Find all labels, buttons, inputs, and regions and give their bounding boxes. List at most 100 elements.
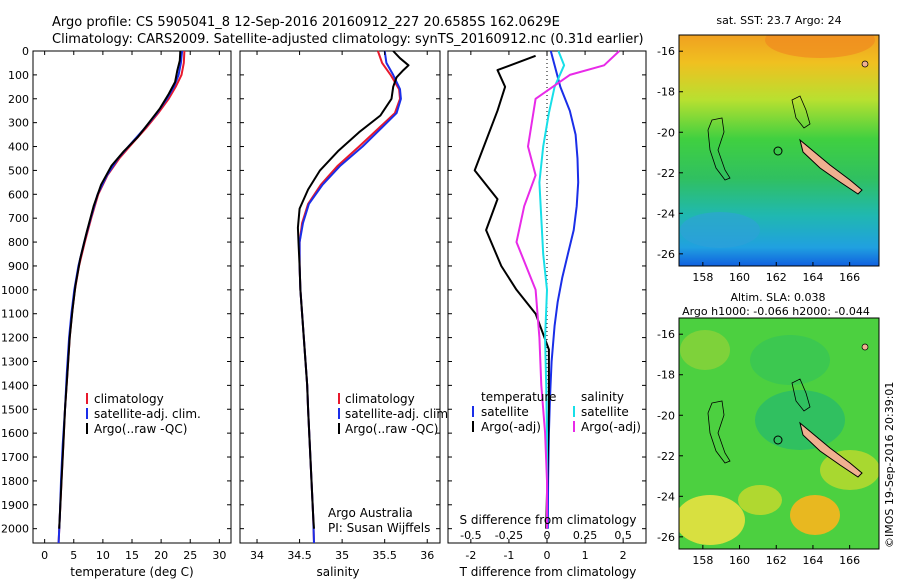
difference-legend: temperature satellite Argo(-adj) salinit… bbox=[472, 390, 641, 434]
x-tick-label: 20 bbox=[154, 549, 168, 562]
x-tick-label: 34.5 bbox=[287, 549, 312, 562]
argo-position-marker bbox=[773, 435, 783, 445]
legend-label-temp-argo: Argo(-adj) bbox=[481, 420, 541, 434]
warm-patch bbox=[765, 35, 875, 58]
reef-outline bbox=[791, 378, 811, 412]
temperature-series bbox=[57, 50, 186, 544]
series-line bbox=[58, 50, 182, 529]
sla-patch bbox=[750, 335, 830, 385]
depth-tick-label: 400 bbox=[8, 141, 29, 154]
lat-tick-label: -16 bbox=[657, 45, 675, 58]
sla-patch bbox=[680, 330, 730, 370]
sst-lat-ticks: -16 -18 -20 -22 -24 -26 bbox=[657, 45, 675, 261]
depth-tick-label: 1300 bbox=[1, 355, 29, 368]
depth-tick-label: 900 bbox=[8, 260, 29, 273]
lat-tick-label: -18 bbox=[657, 86, 675, 99]
s-tick-label: 0 bbox=[544, 529, 551, 542]
lat-tick-label: -24 bbox=[657, 490, 675, 503]
sla-patch bbox=[790, 495, 840, 535]
legend-label-satellite: satellite-adj. clim. bbox=[94, 407, 201, 421]
temperature-tick-labels: 0 5 10 15 20 25 30 bbox=[41, 549, 226, 562]
watermark: ©IMOS 19-Sep-2016 20:39:01 bbox=[883, 382, 896, 548]
lon-tick-label: 160 bbox=[729, 554, 750, 567]
salinity-series bbox=[296, 50, 410, 544]
s-tick-label: -0.5 bbox=[460, 529, 481, 542]
s-tick-label: 0.5 bbox=[614, 529, 632, 542]
series-line bbox=[473, 54, 550, 529]
annotation-line-2: PI: Susan Wijffels bbox=[328, 521, 430, 535]
legend-title-temperature: temperature bbox=[481, 390, 556, 404]
lat-tick-label: -18 bbox=[657, 369, 675, 382]
depth-tick-label: 800 bbox=[8, 236, 29, 249]
sla-lat-ticks: -16 -18 -20 -22 -24 -26 bbox=[657, 328, 675, 544]
depth-tick-label: 1500 bbox=[1, 403, 29, 416]
sst-map-frame bbox=[678, 34, 880, 267]
s-difference-tick-labels: -0.5 -0.25 0 0.25 0.5 bbox=[460, 529, 632, 542]
x-tick-label: 30 bbox=[212, 549, 226, 562]
depth-tick-label: 1000 bbox=[1, 284, 29, 297]
lon-tick-label: 166 bbox=[839, 554, 860, 567]
depth-tick-label: 300 bbox=[8, 117, 29, 130]
sla-patch bbox=[755, 390, 845, 450]
temperature-legend: climatology satellite-adj. clim. Argo(..… bbox=[86, 392, 201, 436]
reef-outline bbox=[707, 400, 731, 464]
x-tick-label: 2 bbox=[620, 549, 627, 562]
legend-label-temp-satellite: satellite bbox=[481, 405, 529, 419]
salinity-panel: 34 34.5 35 35.5 36 salinity climatology sate… bbox=[239, 50, 452, 579]
sla-map-subtitle: Argo h1000: -0.066 h2000: -0.044 bbox=[682, 305, 870, 318]
argo-position-marker bbox=[773, 146, 783, 156]
x-tick-label: 25 bbox=[183, 549, 197, 562]
s-tick-label: 0.25 bbox=[573, 529, 598, 542]
salinity-xlabel: salinity bbox=[316, 565, 359, 579]
x-tick-label: 35 bbox=[335, 549, 349, 562]
sla-map-title: Altim. SLA: 0.038 bbox=[730, 291, 825, 304]
x-tick-label: 0 bbox=[41, 549, 48, 562]
lat-tick-label: -24 bbox=[657, 207, 675, 220]
depth-tick-label: 2000 bbox=[1, 523, 29, 536]
lon-tick-label: 162 bbox=[766, 271, 787, 284]
depth-tick-label: 500 bbox=[8, 164, 29, 177]
sla-lon-ticks: 158 160 162 164 166 bbox=[692, 554, 860, 567]
lat-tick-label: -26 bbox=[657, 248, 675, 261]
lat-tick-label: -22 bbox=[657, 167, 675, 180]
depth-tick-label: 1200 bbox=[1, 332, 29, 345]
lon-tick-label: 158 bbox=[692, 554, 713, 567]
sla-patch bbox=[679, 495, 745, 545]
series-line bbox=[515, 50, 620, 529]
depth-tick-label: 1100 bbox=[1, 308, 29, 321]
x-tick-label: -1 bbox=[503, 549, 514, 562]
legend-label-climatology: climatology bbox=[345, 392, 415, 406]
sst-map-title: sat. SST: 23.7 Argo: 24 bbox=[716, 14, 841, 27]
depth-tick-label: 100 bbox=[8, 69, 29, 82]
depth-tick-label: 1900 bbox=[1, 499, 29, 512]
lat-tick-label: -26 bbox=[657, 531, 675, 544]
legend-label-satellite: satellite-adj. clim. bbox=[345, 407, 452, 421]
s-tick-label: -0.25 bbox=[495, 529, 523, 542]
depth-tick-label: 200 bbox=[8, 93, 29, 106]
lon-tick-label: 166 bbox=[839, 271, 860, 284]
sla-map-frame bbox=[678, 317, 880, 550]
new-caledonia-land bbox=[799, 138, 863, 195]
island bbox=[861, 60, 869, 68]
lat-tick-label: -20 bbox=[657, 126, 675, 139]
x-tick-label: 5 bbox=[70, 549, 77, 562]
annotation-line-1: Argo Australia bbox=[328, 506, 413, 520]
lat-tick-label: -22 bbox=[657, 450, 675, 463]
sla-patch bbox=[738, 485, 782, 515]
legend-label-sal-argo: Argo(-adj) bbox=[581, 420, 641, 434]
sst-lon-ticks: 158 160 162 164 166 bbox=[692, 271, 860, 284]
legend-label-argo: Argo(..raw -QC) bbox=[345, 422, 438, 436]
reef-outline bbox=[791, 95, 811, 129]
difference-series bbox=[473, 50, 620, 529]
series-line bbox=[538, 50, 566, 529]
x-tick-label: 1 bbox=[582, 549, 589, 562]
temperature-panel: 0100200300400500600700800900100011001200… bbox=[1, 45, 232, 579]
salinity-legend: climatology satellite-adj. clim. Argo(..… bbox=[338, 392, 452, 436]
temperature-axes bbox=[32, 50, 232, 544]
cool-patch bbox=[680, 212, 760, 248]
new-caledonia-land bbox=[799, 421, 863, 478]
depth-tick-labels: 0 100 200 300 400 500 600 700 800 900 1000 1100 1200… bbox=[1, 45, 29, 536]
salinity-axes bbox=[239, 50, 441, 544]
x-tick-label: -2 bbox=[465, 549, 476, 562]
sla-map: Altim. SLA: 0.038 Argo h1000: -0.066 h20… bbox=[657, 291, 880, 567]
